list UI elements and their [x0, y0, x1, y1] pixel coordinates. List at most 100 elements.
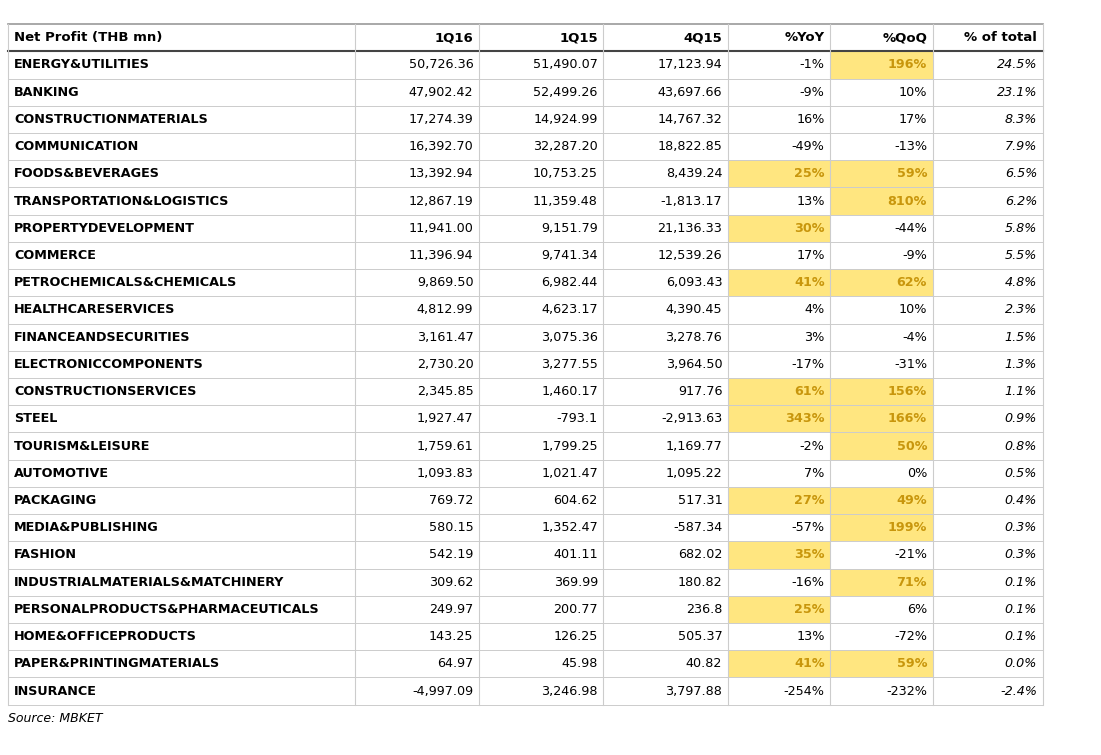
Bar	[355, 514, 479, 541]
Text: 43,697.66: 43,697.66	[657, 86, 722, 99]
Text: 0.3%: 0.3%	[1005, 521, 1037, 535]
Bar	[728, 160, 830, 187]
Bar	[603, 160, 728, 187]
Text: 236.8: 236.8	[686, 603, 722, 616]
Text: 4.8%: 4.8%	[1005, 276, 1037, 289]
Bar	[728, 677, 830, 704]
Text: PROPERTYDEVELOPMENT: PROPERTYDEVELOPMENT	[14, 222, 195, 235]
Bar	[603, 569, 728, 596]
Bar	[830, 24, 933, 51]
Text: FINANCEANDSECURITIES: FINANCEANDSECURITIES	[14, 331, 190, 344]
Bar	[603, 487, 728, 514]
Text: 6.2%: 6.2%	[1005, 195, 1037, 208]
Text: -793.1: -793.1	[557, 412, 598, 425]
Bar	[8, 405, 355, 433]
Text: 4,812.99: 4,812.99	[417, 304, 473, 316]
Bar	[728, 514, 830, 541]
Bar	[603, 433, 728, 460]
Text: 10,753.25: 10,753.25	[533, 168, 598, 180]
Bar	[8, 460, 355, 487]
Text: 2,345.85: 2,345.85	[416, 385, 473, 398]
Text: %YoY: %YoY	[785, 31, 825, 45]
Text: 1Q16: 1Q16	[435, 31, 473, 45]
Text: ENERGY&UTILITIES: ENERGY&UTILITIES	[14, 58, 150, 72]
Bar	[8, 569, 355, 596]
Bar	[355, 596, 479, 623]
Bar	[603, 351, 728, 378]
Text: 9,151.79: 9,151.79	[541, 222, 598, 235]
Text: 143.25: 143.25	[429, 630, 473, 643]
Bar	[355, 187, 479, 214]
Text: -1,813.17: -1,813.17	[661, 195, 722, 208]
Text: 0.0%: 0.0%	[1005, 658, 1037, 670]
Bar	[830, 242, 933, 269]
Text: 505.37: 505.37	[677, 630, 722, 643]
Bar	[933, 324, 1043, 351]
Bar	[830, 351, 933, 378]
Text: 35%: 35%	[794, 548, 825, 562]
Bar	[355, 487, 479, 514]
Bar	[355, 24, 479, 51]
Bar	[933, 569, 1043, 596]
Text: 6.5%: 6.5%	[1005, 168, 1037, 180]
Bar	[603, 378, 728, 405]
Bar	[728, 541, 830, 569]
Bar	[830, 596, 933, 623]
Bar	[830, 160, 933, 187]
Text: HOME&OFFICEPRODUCTS: HOME&OFFICEPRODUCTS	[14, 630, 197, 643]
Bar	[933, 106, 1043, 133]
Text: -72%: -72%	[894, 630, 927, 643]
Bar	[830, 378, 933, 405]
Bar	[479, 24, 603, 51]
Text: 12,539.26: 12,539.26	[657, 249, 722, 262]
Bar	[8, 242, 355, 269]
Bar	[479, 514, 603, 541]
Bar	[603, 514, 728, 541]
Text: TOURISM&LEISURE: TOURISM&LEISURE	[14, 439, 151, 452]
Text: 9,741.34: 9,741.34	[542, 249, 598, 262]
Bar	[479, 214, 603, 242]
Text: 604.62: 604.62	[554, 494, 598, 507]
Text: 1,169.77: 1,169.77	[665, 439, 722, 452]
Bar	[933, 214, 1043, 242]
Bar	[933, 650, 1043, 677]
Text: 8.3%: 8.3%	[1005, 113, 1037, 126]
Bar	[830, 133, 933, 160]
Text: 542.19: 542.19	[429, 548, 473, 562]
Text: 27%: 27%	[794, 494, 825, 507]
Text: COMMERCE: COMMERCE	[14, 249, 96, 262]
Text: 0.1%: 0.1%	[1005, 630, 1037, 643]
Text: PETROCHEMICALS&CHEMICALS: PETROCHEMICALS&CHEMICALS	[14, 276, 238, 289]
Text: 13%: 13%	[796, 195, 825, 208]
Bar	[933, 433, 1043, 460]
Text: 1,021.47: 1,021.47	[541, 467, 598, 480]
Bar	[603, 106, 728, 133]
Text: COMMUNICATION: COMMUNICATION	[14, 140, 139, 153]
Bar	[355, 650, 479, 677]
Text: Net Profit (THB mn): Net Profit (THB mn)	[14, 31, 163, 45]
Text: 156%: 156%	[887, 385, 927, 398]
Bar	[355, 405, 479, 433]
Bar	[933, 541, 1043, 569]
Text: 126.25: 126.25	[554, 630, 598, 643]
Text: 25%: 25%	[794, 168, 825, 180]
Text: 580.15: 580.15	[428, 521, 473, 535]
Text: 16,392.70: 16,392.70	[408, 140, 473, 153]
Text: 0.1%: 0.1%	[1005, 603, 1037, 616]
Bar	[830, 51, 933, 79]
Text: 917.76: 917.76	[678, 385, 722, 398]
Bar	[728, 324, 830, 351]
Bar	[355, 79, 479, 106]
Text: 1.3%: 1.3%	[1005, 358, 1037, 371]
Bar	[830, 569, 933, 596]
Text: 4,623.17: 4,623.17	[542, 304, 598, 316]
Bar	[8, 214, 355, 242]
Bar	[479, 297, 603, 324]
Text: -9%: -9%	[902, 249, 927, 262]
Bar	[603, 623, 728, 650]
Bar	[355, 677, 479, 704]
Bar	[479, 242, 603, 269]
Bar	[8, 187, 355, 214]
Bar	[479, 106, 603, 133]
Bar	[603, 650, 728, 677]
